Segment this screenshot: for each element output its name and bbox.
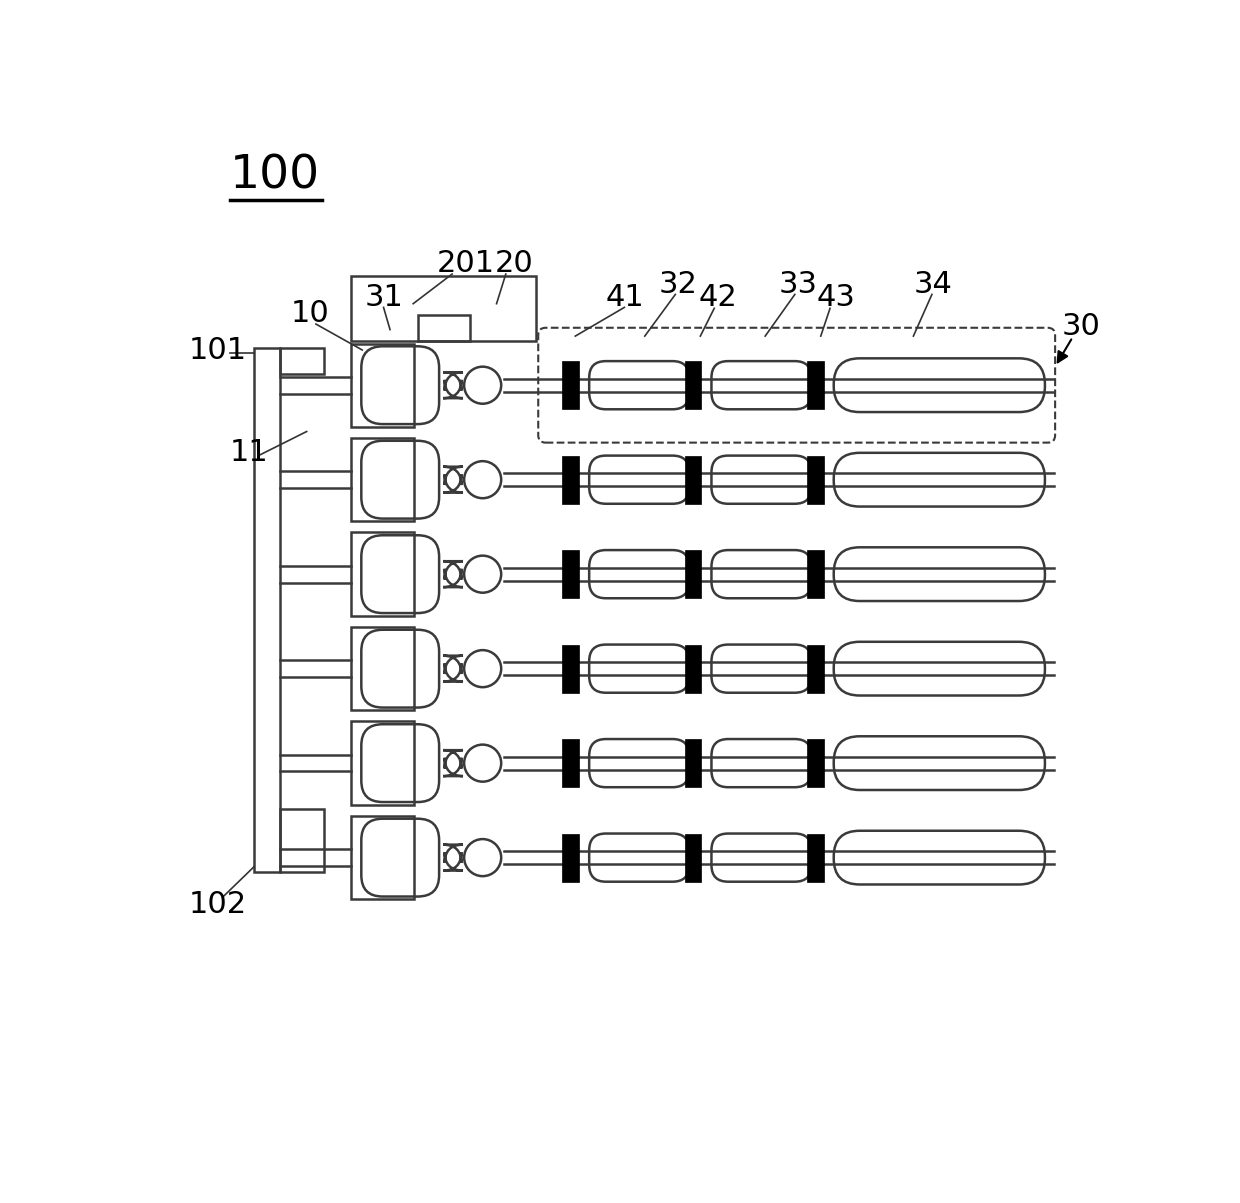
Bar bbox=[351, 722, 414, 805]
Text: 34: 34 bbox=[914, 269, 952, 298]
Bar bbox=[351, 275, 537, 340]
Text: 100: 100 bbox=[229, 154, 320, 198]
Bar bbox=[807, 550, 823, 598]
Text: 11: 11 bbox=[229, 438, 269, 467]
Bar bbox=[684, 361, 702, 409]
Bar bbox=[351, 816, 414, 900]
Bar bbox=[807, 361, 823, 409]
Text: 41: 41 bbox=[606, 283, 645, 312]
Bar bbox=[280, 808, 324, 871]
Bar bbox=[684, 739, 702, 787]
Bar bbox=[351, 344, 414, 427]
Text: 102: 102 bbox=[188, 890, 247, 919]
Bar bbox=[684, 834, 702, 882]
Bar bbox=[684, 550, 702, 598]
Text: 10: 10 bbox=[291, 300, 330, 328]
Bar bbox=[807, 645, 823, 693]
Bar bbox=[418, 315, 470, 340]
Bar bbox=[807, 834, 823, 882]
Text: 201: 201 bbox=[436, 249, 495, 278]
Bar bbox=[807, 456, 823, 504]
Text: 43: 43 bbox=[816, 284, 856, 313]
Bar bbox=[351, 533, 414, 616]
Text: 31: 31 bbox=[365, 283, 404, 312]
Text: 30: 30 bbox=[1061, 313, 1100, 342]
Bar bbox=[254, 348, 280, 871]
Text: 42: 42 bbox=[698, 284, 738, 313]
Bar bbox=[280, 348, 324, 374]
Text: 20: 20 bbox=[495, 249, 533, 278]
Bar bbox=[562, 645, 579, 693]
Text: 101: 101 bbox=[188, 337, 247, 366]
Text: 33: 33 bbox=[779, 269, 818, 298]
Bar bbox=[684, 645, 702, 693]
Text: 32: 32 bbox=[658, 269, 698, 298]
Bar bbox=[807, 739, 823, 787]
Bar bbox=[562, 550, 579, 598]
Bar bbox=[562, 361, 579, 409]
Bar bbox=[351, 438, 414, 521]
Bar bbox=[562, 456, 579, 504]
Bar bbox=[351, 627, 414, 710]
Bar bbox=[562, 834, 579, 882]
Bar bbox=[684, 456, 702, 504]
Bar bbox=[562, 739, 579, 787]
